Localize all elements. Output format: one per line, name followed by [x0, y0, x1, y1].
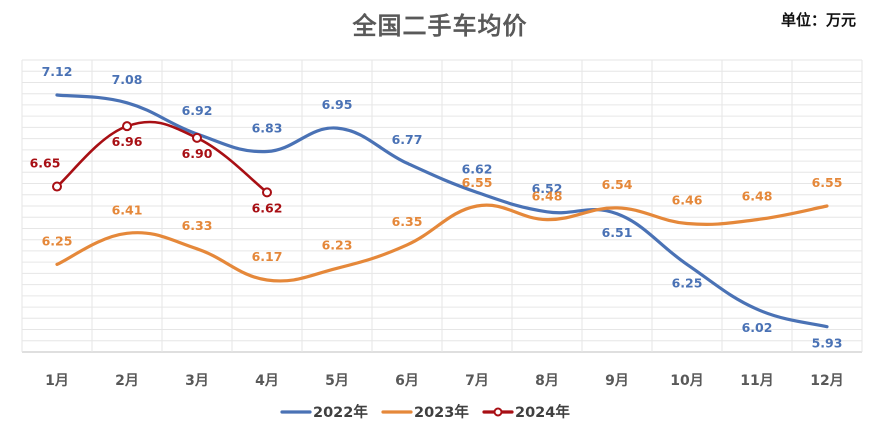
data-label: 6.35: [392, 214, 423, 229]
marker-layer: [52, 121, 272, 198]
data-label: 6.77: [392, 132, 423, 147]
data-label: 6.51: [602, 225, 633, 240]
data-label: 7.12: [42, 64, 73, 79]
data-label: 6.90: [182, 146, 213, 161]
data-label: 6.55: [462, 175, 493, 190]
data-label: 6.55: [812, 175, 843, 190]
data-label: 6.41: [112, 202, 143, 217]
x-axis: 1月 2月 3月 4月 5月 6月 7月 8月 9月 10月 11月 12月: [45, 373, 844, 389]
data-label: 6.33: [182, 218, 213, 233]
data-label: 7.08: [112, 72, 143, 87]
legend: 2022年 2023年 2024年: [280, 403, 570, 421]
data-label: 6.25: [672, 275, 703, 290]
x-tick-label: 9月: [605, 373, 629, 389]
x-tick-label: 3月: [185, 373, 209, 389]
x-tick-label: 12月: [810, 373, 843, 389]
data-point: [262, 187, 272, 198]
legend-label: 2022年: [313, 403, 368, 421]
data-label: 6.25: [42, 233, 73, 248]
data-label: 6.62: [252, 200, 283, 215]
x-tick-label: 6月: [395, 373, 419, 389]
data-label: 6.95: [322, 97, 353, 112]
grid-layer: [21, 59, 863, 353]
data-label: 6.52: [532, 181, 563, 196]
series-line-1: [55, 203, 829, 283]
x-tick-label: 2月: [115, 373, 139, 389]
data-point: [192, 132, 202, 143]
data-label: 6.46: [672, 193, 703, 208]
series-line-2: [55, 120, 269, 194]
legend-label: 2023年: [414, 403, 469, 421]
x-tick-label: 8月: [535, 373, 559, 389]
data-label: 5.93: [812, 336, 843, 351]
data-label: 6.48: [742, 189, 773, 204]
data-label: 6.96: [112, 134, 143, 149]
data-point: [52, 181, 62, 192]
x-tick-label: 5月: [325, 373, 349, 389]
x-tick-label: 10月: [670, 373, 703, 389]
data-label: 6.92: [182, 103, 213, 118]
data-label: 6.23: [322, 237, 353, 252]
chart-title: 全国二手车均价: [352, 12, 528, 40]
data-label: 6.17: [252, 249, 283, 264]
x-tick-label: 4月: [255, 373, 279, 389]
data-point: [122, 121, 132, 132]
legend-label: 2024年: [515, 403, 570, 421]
data-label: 6.83: [252, 120, 283, 135]
data-label: 6.48: [532, 189, 563, 204]
x-tick-label: 7月: [465, 373, 489, 389]
data-label: 6.02: [742, 320, 773, 335]
legend-marker: [493, 407, 503, 417]
unit-label: 单位：万元: [780, 11, 856, 29]
data-label: 6.54: [602, 177, 633, 192]
data-label: 6.65: [30, 156, 61, 171]
data-label: 6.62: [462, 161, 493, 176]
x-tick-label: 11月: [740, 373, 773, 389]
label-layer: 7.12 7.08 6.92 6.83 6.95 6.77 6.62 6.52 6.51 6.25…: [30, 64, 843, 351]
x-tick-label: 1月: [45, 373, 69, 389]
